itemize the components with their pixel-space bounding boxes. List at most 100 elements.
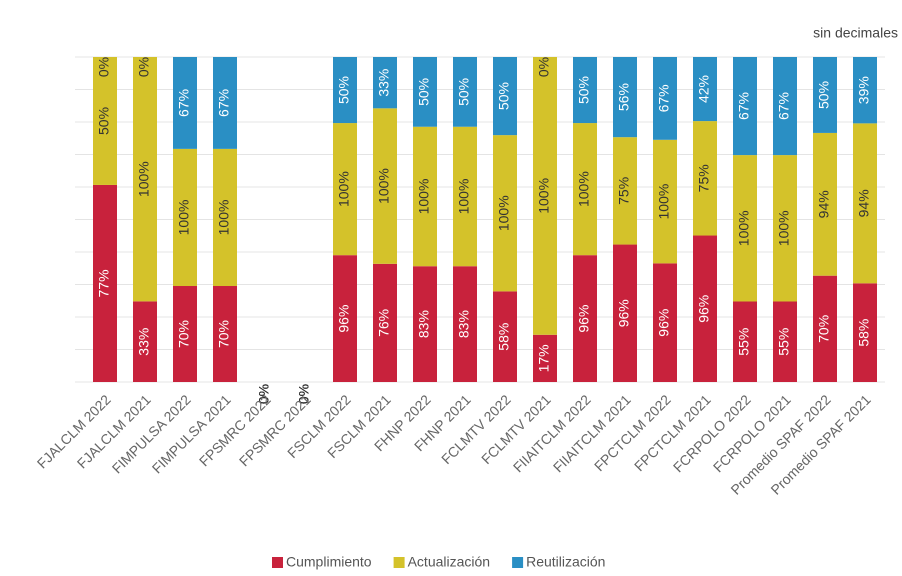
data-label: 100% bbox=[536, 178, 552, 214]
bar-segment bbox=[573, 57, 597, 124]
bar-segment bbox=[413, 57, 437, 127]
data-label: 50% bbox=[456, 78, 472, 106]
data-label: 33% bbox=[376, 69, 392, 97]
data-label: 0% bbox=[256, 384, 272, 404]
data-label: 67% bbox=[216, 89, 232, 117]
data-label: 100% bbox=[336, 171, 352, 207]
bar-segment bbox=[573, 123, 597, 256]
bar-segment bbox=[693, 121, 717, 236]
bar-segment bbox=[453, 266, 477, 382]
data-label: 55% bbox=[776, 328, 792, 356]
data-label: 0% bbox=[296, 384, 312, 404]
data-label: 33% bbox=[136, 328, 152, 356]
bar-segment bbox=[693, 57, 717, 122]
bar-segment bbox=[733, 155, 757, 302]
bar-segment bbox=[853, 57, 877, 124]
data-label: 83% bbox=[456, 310, 472, 338]
data-label: 50% bbox=[816, 81, 832, 109]
data-label: 96% bbox=[696, 295, 712, 323]
legend-label: Cumplimiento bbox=[286, 554, 372, 570]
bar-segment bbox=[533, 57, 557, 335]
data-label: 100% bbox=[376, 168, 392, 204]
bar-segment bbox=[493, 135, 517, 292]
bar-segment bbox=[93, 57, 117, 185]
data-label: 0% bbox=[296, 384, 312, 404]
legend-swatch bbox=[393, 557, 405, 568]
data-label: 100% bbox=[576, 171, 592, 207]
data-label: 100% bbox=[416, 179, 432, 215]
data-label: 100% bbox=[776, 210, 792, 246]
bar-segment bbox=[213, 148, 237, 287]
bar-segment bbox=[373, 108, 397, 264]
bar-segment bbox=[813, 132, 837, 276]
data-label: 75% bbox=[696, 164, 712, 192]
data-label: 0% bbox=[96, 57, 112, 77]
data-label: 58% bbox=[496, 323, 512, 351]
data-label: 75% bbox=[616, 177, 632, 205]
bar-segment bbox=[173, 286, 197, 382]
bar-segment bbox=[373, 57, 397, 109]
data-label: 0% bbox=[536, 57, 552, 77]
data-label: 17% bbox=[536, 344, 552, 372]
bar-segment bbox=[453, 57, 477, 127]
data-label: 50% bbox=[336, 76, 352, 104]
data-label: 96% bbox=[616, 299, 632, 327]
bar-segment bbox=[373, 263, 397, 382]
data-label: 39% bbox=[856, 76, 872, 104]
data-label: 77% bbox=[96, 269, 112, 297]
bar-segment bbox=[733, 301, 757, 382]
data-label: 55% bbox=[736, 328, 752, 356]
bar-segment bbox=[213, 57, 237, 149]
legend-swatch bbox=[272, 557, 283, 568]
data-label: 96% bbox=[336, 305, 352, 333]
data-label: 58% bbox=[856, 319, 872, 347]
x-tick-label: FCLMTV 2021 bbox=[478, 391, 554, 467]
data-label: 94% bbox=[856, 189, 872, 217]
bar-segment bbox=[213, 286, 237, 382]
data-label: 50% bbox=[576, 76, 592, 104]
bar-segment bbox=[133, 57, 157, 302]
data-label: 0% bbox=[256, 384, 272, 404]
data-label: 83% bbox=[416, 310, 432, 338]
data-label: 96% bbox=[576, 305, 592, 333]
bar-segment bbox=[773, 155, 797, 302]
data-label: 100% bbox=[216, 200, 232, 236]
data-label: 70% bbox=[216, 320, 232, 348]
bar-segment bbox=[613, 244, 637, 382]
bar-segment bbox=[573, 255, 597, 382]
legend-label: Reutilización bbox=[526, 554, 605, 570]
data-label: 94% bbox=[816, 190, 832, 218]
legend-label: Actualización bbox=[408, 554, 491, 570]
data-label: 76% bbox=[376, 309, 392, 337]
bar-segment bbox=[773, 301, 797, 382]
bar-segment bbox=[493, 57, 517, 136]
bar-segment bbox=[413, 266, 437, 382]
data-label: 67% bbox=[776, 92, 792, 120]
x-tick-label: FCLMTV 2022 bbox=[438, 391, 514, 467]
bar-segment bbox=[653, 139, 677, 264]
data-label: 0% bbox=[296, 384, 312, 404]
bar-segment bbox=[653, 57, 677, 140]
data-label: 100% bbox=[176, 200, 192, 236]
bar-segment bbox=[733, 57, 757, 156]
bar-segment bbox=[493, 291, 517, 382]
chart-subtitle: sin decimales bbox=[813, 25, 898, 41]
bar-segment bbox=[613, 57, 637, 138]
data-label: 50% bbox=[496, 82, 512, 110]
data-label: 100% bbox=[736, 210, 752, 246]
legend-swatch bbox=[512, 557, 524, 568]
bar-segment bbox=[773, 57, 797, 156]
bar-segment bbox=[853, 123, 877, 284]
data-label: 70% bbox=[176, 320, 192, 348]
data-label: 0% bbox=[256, 384, 272, 404]
bar-segment bbox=[813, 57, 837, 133]
data-label: 100% bbox=[496, 195, 512, 231]
data-label: 50% bbox=[416, 78, 432, 106]
data-label: 0% bbox=[136, 57, 152, 77]
data-label: 42% bbox=[696, 75, 712, 103]
bar-segment bbox=[693, 235, 717, 382]
data-label: 67% bbox=[656, 84, 672, 112]
bar-segment bbox=[173, 148, 197, 287]
bar-segment bbox=[613, 137, 637, 245]
